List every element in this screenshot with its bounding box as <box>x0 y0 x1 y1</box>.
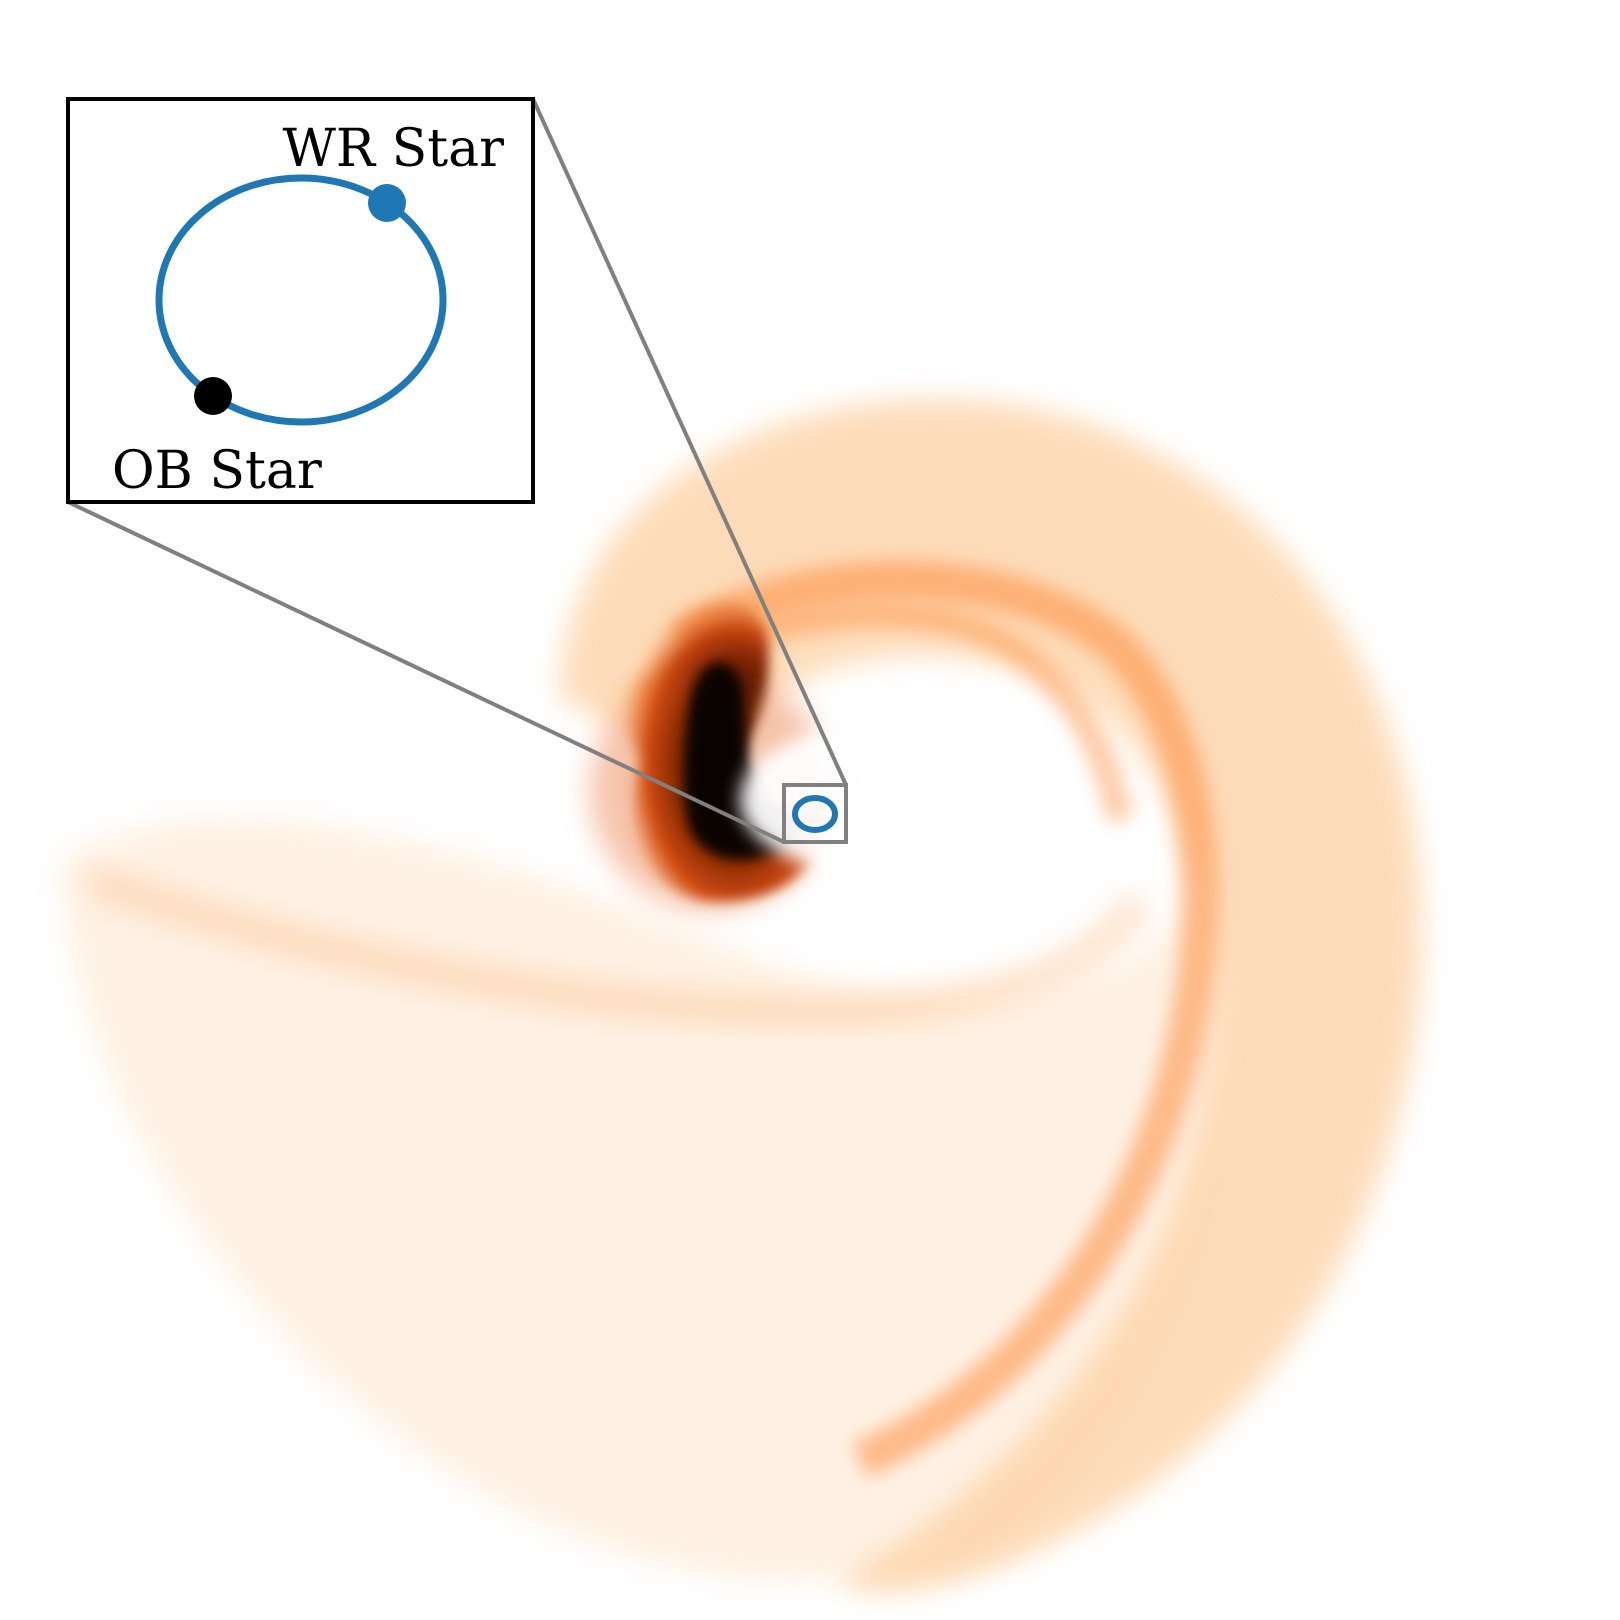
zoom-connector-top <box>531 98 848 786</box>
inner-cavity <box>740 720 1060 880</box>
dust-spiral-image <box>60 399 1422 1592</box>
wr-star-marker <box>368 184 406 222</box>
ob-star-marker <box>194 377 232 415</box>
orbit-ellipse <box>155 174 447 426</box>
spiral-arm-ridge <box>669 561 1219 1478</box>
zoom-connector-bottom <box>67 500 785 844</box>
lower-arm-band <box>85 865 1153 1027</box>
ob-star-label: OB Star <box>112 441 322 501</box>
mini-orbit <box>792 795 838 833</box>
inset-frame <box>66 97 535 504</box>
outer-shell <box>560 399 1422 1592</box>
orbit-inset: WR Star OB Star <box>66 97 535 504</box>
wr-star-label: WR Star <box>282 119 504 179</box>
zoom-box <box>782 783 848 844</box>
